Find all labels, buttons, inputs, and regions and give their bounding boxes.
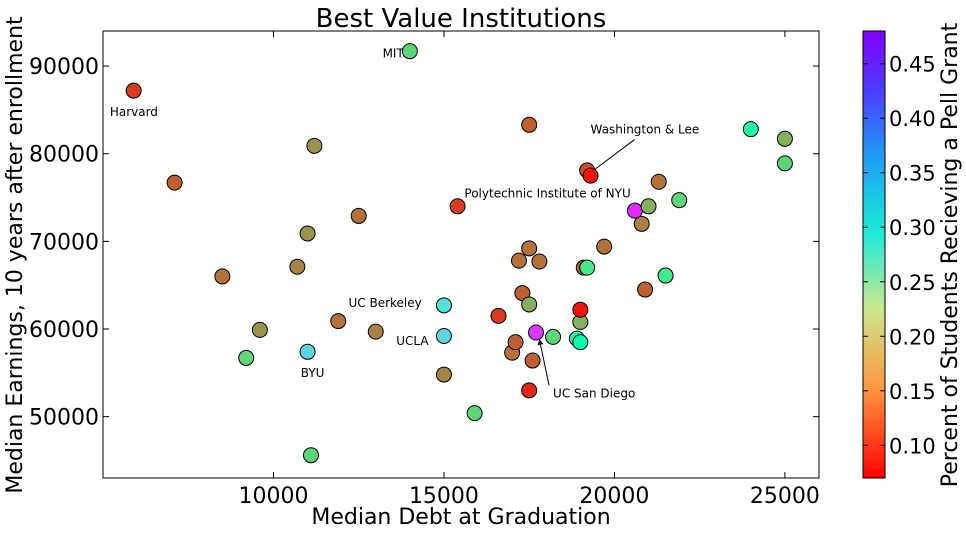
- y-tick-label: 70000: [29, 230, 99, 255]
- data-point: [435, 366, 452, 383]
- data-point: [776, 155, 793, 172]
- data-point: [572, 301, 589, 318]
- data-point: [596, 238, 613, 255]
- data-point: [299, 225, 316, 242]
- annotation-label: Washington & Lee: [591, 123, 700, 137]
- x-axis-label: Median Debt at Graduation: [311, 505, 610, 530]
- data-point: [524, 352, 541, 369]
- annotation-label: Polytechnic Institute of NYU: [464, 187, 630, 201]
- x-tick-label: 25000: [750, 484, 820, 509]
- colorbar-tick-label: 0.10: [889, 434, 936, 458]
- data-point: [302, 447, 319, 464]
- y-tick-label: 80000: [29, 143, 99, 168]
- data-point: [490, 307, 507, 324]
- data-point: [626, 202, 643, 219]
- data-point: [671, 192, 688, 209]
- data-point: [545, 328, 562, 345]
- annotation-label: UC San Diego: [553, 386, 635, 400]
- data-point: [528, 324, 545, 341]
- data-point: [214, 268, 231, 285]
- annotation-label: UCLA: [396, 334, 429, 348]
- annotation-arrow: [588, 139, 635, 175]
- data-point: [350, 207, 367, 224]
- x-tick-label: 15000: [409, 484, 479, 509]
- data-point: [435, 328, 452, 345]
- data-point: [435, 297, 452, 314]
- colorbar-tick-label: 0.25: [889, 271, 936, 295]
- data-point: [657, 267, 674, 284]
- annotation-label: MIT: [383, 46, 405, 60]
- data-point: [742, 121, 759, 138]
- y-tick-label: 60000: [29, 318, 99, 343]
- annotations: MIT Harvard Washington & Lee Polytechnic In…: [110, 46, 699, 400]
- y-tick-label: 50000: [29, 406, 99, 431]
- data-point: [521, 116, 538, 133]
- data-point: [572, 334, 589, 351]
- colorbar: 0.10 0.15 0.20 0.25 0.30 0.35 0.40 0.45: [862, 30, 936, 479]
- data-point: [306, 137, 323, 154]
- x-tick-label: 10000: [238, 484, 308, 509]
- data-point: [507, 334, 524, 351]
- data-point: [637, 281, 654, 298]
- data-point: [531, 253, 548, 270]
- data-point: [633, 215, 650, 232]
- data-point: [521, 240, 538, 257]
- plot-frame: [102, 30, 820, 479]
- data-point: [449, 198, 466, 215]
- data-point: [401, 43, 418, 60]
- data-point: [579, 259, 596, 276]
- annotation-label: UC Berkeley: [348, 296, 421, 310]
- colorbar-gradient: [862, 30, 886, 479]
- data-point: [510, 252, 527, 269]
- data-point: [289, 258, 306, 275]
- data-point: [367, 323, 384, 340]
- data-point: [251, 321, 268, 338]
- y-axis-label: Median Earnings, 10 years after enrollme…: [3, 16, 28, 494]
- x-tick-label: 20000: [579, 484, 649, 509]
- data-point: [299, 343, 316, 360]
- data-point: [125, 82, 142, 99]
- colorbar-tick-label: 0.15: [889, 380, 936, 404]
- colorbar-tick-label: 0.20: [889, 325, 936, 349]
- x-axis: 10000 15000 20000 25000: [238, 31, 820, 509]
- data-point: [650, 173, 667, 190]
- data-point: [521, 382, 538, 399]
- data-point: [521, 296, 538, 313]
- plot-area: [102, 30, 820, 479]
- data-point: [776, 130, 793, 147]
- colorbar-tick-label: 0.35: [889, 162, 936, 186]
- data-point: [330, 313, 347, 330]
- y-tick-label: 90000: [29, 55, 99, 80]
- y-axis: 50000 60000 70000 80000 90000: [29, 55, 819, 431]
- colorbar-label: Percent of Students Recieving a Pell Gra…: [938, 22, 963, 487]
- annotation-label: Harvard: [110, 105, 158, 119]
- colorbar-tick-label: 0.40: [889, 107, 936, 131]
- colorbar-tick-label: 0.30: [889, 216, 936, 240]
- annotation-label: BYU: [301, 366, 325, 380]
- data-point: [166, 174, 183, 191]
- data-point: [466, 405, 483, 422]
- data-point: [582, 167, 599, 184]
- data-points: [125, 43, 793, 464]
- data-point: [640, 198, 657, 215]
- colorbar-tick-label: 0.45: [889, 53, 936, 77]
- data-point: [238, 349, 255, 366]
- chart-title: Best Value Institutions: [316, 4, 607, 34]
- annotation-arrow: [537, 338, 550, 386]
